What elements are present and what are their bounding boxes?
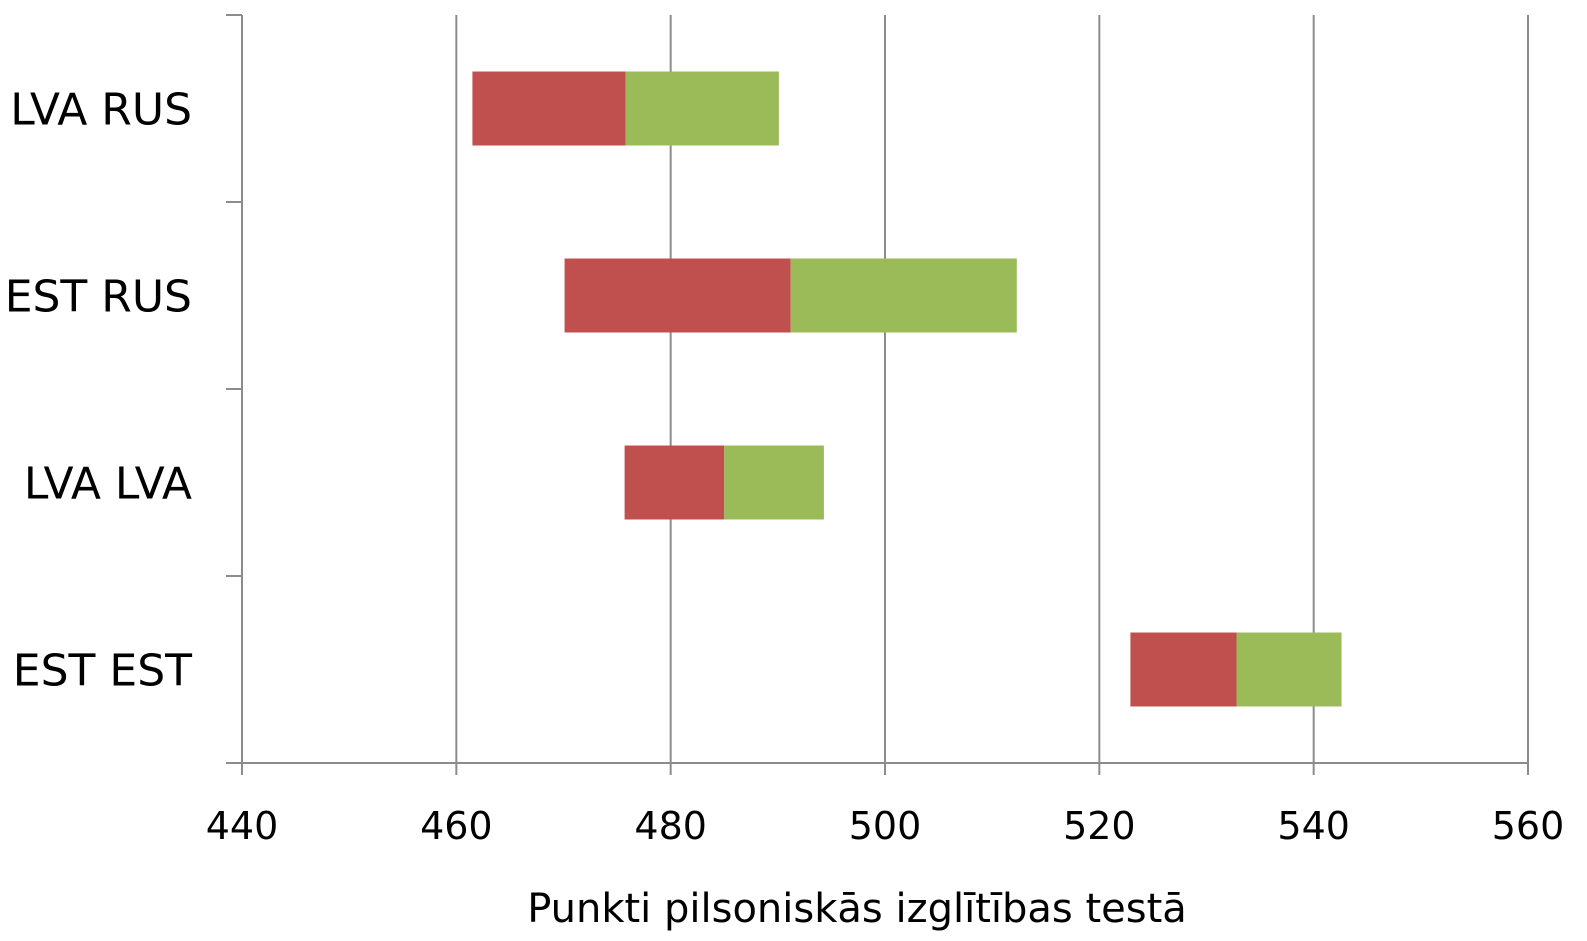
x-tick-label-560: 560 (1492, 804, 1565, 848)
bars (472, 71, 1342, 707)
x-tick-label-540: 540 (1277, 804, 1350, 848)
category-label-3: EST EST (13, 646, 192, 697)
axes (226, 14, 1529, 775)
x-tick-label-500: 500 (849, 804, 922, 848)
bar-upper-2 (724, 445, 824, 520)
x-tick-label-480: 480 (634, 804, 707, 848)
x-tick-label-460: 460 (420, 804, 493, 848)
x-axis-title: Punkti pilsoniskās izglītības testā (527, 886, 1187, 932)
bar-lower-2 (624, 445, 725, 520)
x-tick-label-520: 520 (1063, 804, 1136, 848)
bar-upper-0 (625, 71, 779, 146)
bar-upper-1 (790, 258, 1017, 333)
category-label-2: LVA LVA (24, 459, 192, 510)
category-label-0: LVA RUS (10, 85, 192, 136)
x-tick-label-440: 440 (206, 804, 279, 848)
bar-lower-3 (1130, 632, 1237, 707)
bar-upper-3 (1236, 632, 1342, 707)
bar-lower-1 (564, 258, 791, 333)
bar-lower-0 (472, 71, 626, 146)
labels: 440 460 480 500 520 540 560 LVA RUS EST RUS LVA L… (5, 85, 1565, 849)
category-label-1: EST RUS (5, 272, 192, 323)
